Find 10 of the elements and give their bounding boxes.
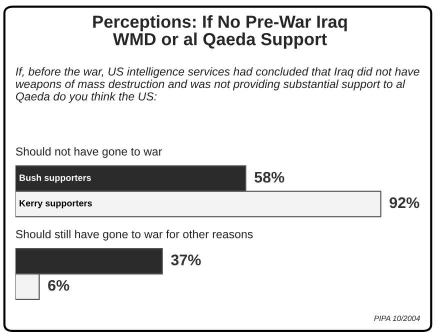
chart-title: Perceptions: If No Pre-War Iraq WMD or al Qaeda Support [93, 15, 347, 49]
data-label: 6% [48, 280, 70, 291]
chart-subtitle: If, before the war, US intelligence services had concluded that Iraq did not have weapons of mass destruction and was not providing substantial support to al Qaeda do you think the US: [16, 67, 420, 103]
data-label: 58% [254, 172, 284, 183]
data-label: 92% [390, 197, 420, 208]
y-tick-label: Should still have gone to war for other reasons [16, 230, 253, 241]
data-label: 37% [171, 254, 201, 266]
series-label: Kerry supporters [20, 200, 92, 208]
y-tick-label: Should not have gone to war [16, 147, 162, 158]
series-label: Bush supporters [20, 174, 91, 183]
